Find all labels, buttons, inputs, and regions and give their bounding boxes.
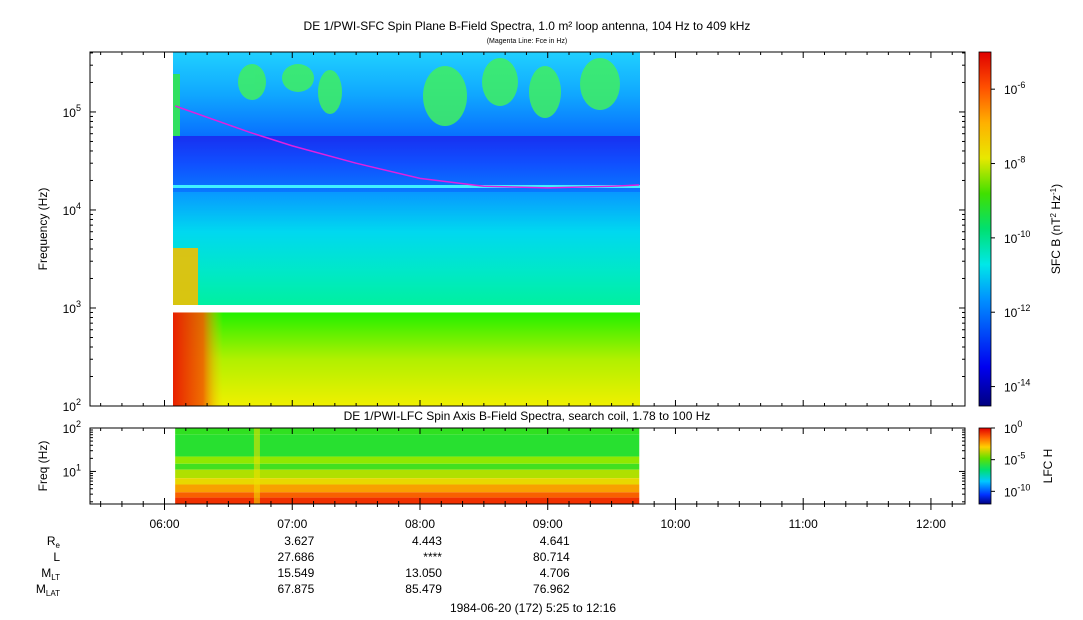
sfc-plot-frame (89, 51, 966, 407)
ephemeris-table: Re 3.627 4.443 4.641 L 27.686 **** 80.714 MLT 15.… (36, 534, 570, 598)
ephemeris-row-label: Re (47, 534, 61, 550)
time-tick-label: 06:00 (149, 517, 179, 531)
lfc-title: DE 1/PWI-LFC Spin Axis B-Field Spectra, … (344, 409, 711, 423)
lfc-band (175, 492, 640, 498)
sfc-ytick-label: 105 (63, 103, 81, 120)
sfc-subtitle: (Magenta Line: Fce in Hz) (487, 38, 568, 45)
ephemeris-row-label: MLAT (36, 582, 60, 598)
ephemeris-value: 85.479 (405, 582, 442, 596)
lfc-y-axis: 101 102 (63, 419, 965, 503)
sfc-data-gap (173, 306, 640, 313)
time-tick-label: 09:00 (533, 517, 563, 531)
lfc-ytick-label: 102 (63, 419, 81, 436)
sfc-cbar-tick-label: 10-14 (1004, 378, 1030, 395)
sfc-orange-low-khz (173, 248, 198, 305)
ephemeris-row-label: L (53, 550, 60, 564)
sfc-colorbar-ticks: 10-6 10-8 10-10 10-12 10-14 (991, 80, 1030, 395)
sfc-spectrogram (173, 52, 640, 406)
ephemeris-value: 15.549 (278, 566, 315, 580)
time-tick-label: 07:00 (277, 517, 307, 531)
sfc-emission-patches (238, 58, 620, 126)
lfc-band (175, 484, 640, 493)
lfc-band (175, 456, 640, 464)
fce-line (174, 105, 640, 189)
sfc-edge-strip (173, 74, 180, 136)
ephemeris-value: 67.875 (278, 582, 315, 596)
sfc-ytick-label: 104 (63, 201, 81, 218)
lfc-ytick-label: 101 (63, 462, 81, 479)
lfc-band (175, 478, 640, 485)
lfc-plot-frame (89, 427, 966, 505)
sfc-ytick-label: 102 (63, 397, 81, 414)
time-tick-label: 10:00 (660, 517, 690, 531)
ephemeris-value: **** (423, 550, 442, 564)
sfc-colorbar-label: SFC B (nT2 Hz-1) (1049, 184, 1063, 274)
lfc-band (175, 428, 640, 435)
ephemeris-row-label: MLT (41, 566, 60, 582)
sfc-cbar-tick-label: 10-12 (1004, 303, 1030, 320)
lfc-cbar-tick-label: 10-10 (1004, 482, 1030, 499)
sfc-colorbar (978, 51, 992, 407)
sfc-cbar-tick-label: 10-6 (1004, 80, 1025, 97)
lfc-band (175, 434, 640, 457)
sfc-band-lower (173, 192, 640, 305)
sfc-ytick-label: 103 (63, 299, 81, 316)
time-axis: 06:00 07:00 08:00 09:00 10:00 11:00 12:00 (100, 52, 953, 531)
sfc-cbar-tick-label: 10-8 (1004, 155, 1025, 172)
lfc-band (175, 497, 640, 504)
lfc-burst-0642 (253, 428, 260, 504)
lfc-colorbar (978, 427, 992, 505)
ephemeris-value: 27.686 (278, 550, 315, 564)
sfc-cbar-tick-label: 10-10 (1004, 229, 1030, 246)
time-tick-label: 12:00 (916, 517, 946, 531)
sfc-title: DE 1/PWI-SFC Spin Plane B-Field Spectra,… (304, 19, 751, 33)
lfc-spectrogram (175, 428, 640, 504)
sfc-band-mid (173, 136, 640, 192)
ephemeris-value: 13.050 (405, 566, 442, 580)
time-tick-label: 11:00 (789, 517, 818, 531)
ephemeris-value: 76.962 (533, 582, 570, 596)
sfc-line-17k (173, 185, 640, 188)
lfc-colorbar-ticks: 100 10-5 10-10 (991, 419, 1030, 499)
lfc-colorbar-label: LFC H (1041, 449, 1055, 484)
sfc-band-bottom (173, 312, 640, 406)
lfc-band (175, 469, 640, 479)
footer-time-range: 1984-06-20 (172) 5:25 to 12:16 (450, 601, 616, 615)
lfc-band (175, 463, 640, 470)
ephemeris-value: 4.706 (540, 566, 570, 580)
sfc-y-axis: 102 103 104 105 (63, 52, 965, 414)
ephemeris-value: 4.443 (412, 534, 442, 548)
lfc-ylabel: Freq (Hz) (36, 441, 50, 492)
sfc-ylabel: Frequency (Hz) (36, 188, 50, 271)
lfc-cbar-tick-label: 10-5 (1004, 451, 1025, 468)
lfc-cbar-tick-label: 100 (1004, 419, 1022, 436)
sfc-red-wedge (173, 312, 223, 406)
ephemeris-value: 80.714 (533, 550, 570, 564)
ephemeris-value: 4.641 (540, 534, 570, 548)
ephemeris-value: 3.627 (284, 534, 314, 548)
time-tick-label: 08:00 (405, 517, 435, 531)
